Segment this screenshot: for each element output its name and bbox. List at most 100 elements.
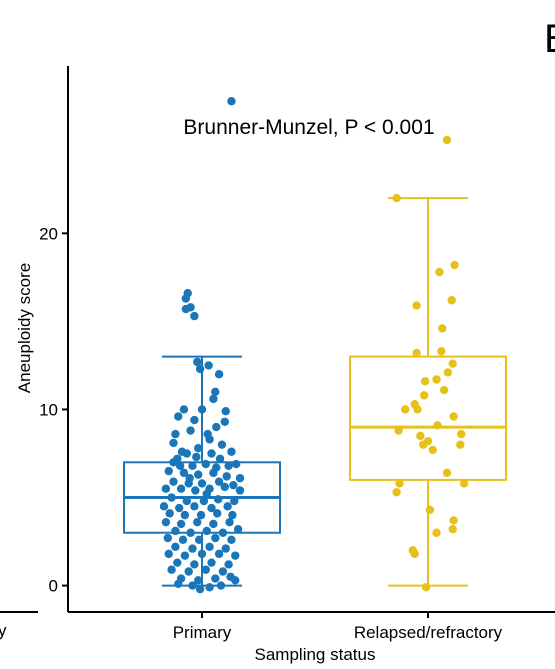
data-point (235, 473, 245, 483)
data-point (197, 405, 207, 414)
data-point (164, 466, 173, 476)
data-point (224, 560, 233, 569)
panel-letter: B (544, 17, 555, 61)
x-axis-title: Sampling status (255, 645, 376, 664)
data-point (221, 407, 230, 416)
data-point (211, 387, 220, 397)
data-point (197, 549, 207, 559)
data-point (401, 405, 410, 414)
data-point (179, 405, 189, 414)
data-point (433, 421, 442, 430)
data-point (194, 576, 203, 585)
data-point (182, 496, 191, 506)
data-point (190, 502, 199, 511)
y-ticks: 0 10 20 (39, 224, 68, 596)
data-point (196, 510, 206, 520)
box-relapsed (349, 197, 507, 587)
data-point (197, 479, 207, 488)
data-point (202, 489, 211, 499)
boxes (123, 197, 507, 587)
data-point (204, 361, 213, 370)
data-point (190, 560, 199, 569)
data-point (194, 444, 203, 453)
data-point (181, 304, 191, 314)
data-point (438, 324, 447, 333)
data-point (161, 484, 171, 493)
data-point (227, 447, 236, 456)
data-point (416, 431, 425, 441)
x-tick-label: Relapsed/refractory (354, 623, 503, 642)
data-point (235, 486, 245, 495)
data-point (180, 551, 190, 560)
data-point (447, 296, 456, 305)
data-point (193, 357, 202, 367)
data-point (419, 440, 428, 449)
data-point (435, 267, 444, 277)
data-point (227, 97, 236, 106)
data-point (229, 480, 238, 490)
box-iqr (349, 355, 507, 481)
data-point (450, 260, 459, 270)
data-point (215, 454, 225, 463)
y-tick-label: 20 (39, 224, 58, 243)
data-point (442, 135, 452, 145)
data-point (207, 558, 216, 567)
y-axis-title: Aneuploidy score (15, 263, 34, 393)
data-point (220, 482, 229, 492)
data-point (194, 470, 203, 479)
data-point (202, 526, 211, 536)
data-point (175, 503, 184, 513)
left-panel-stray-label: y (0, 621, 7, 640)
data-point (209, 519, 218, 529)
data-point (421, 583, 431, 592)
data-point (448, 525, 457, 534)
data-point (190, 415, 199, 425)
data-point (448, 359, 457, 368)
data-point (222, 472, 231, 481)
data-point (167, 493, 176, 502)
axes (0, 66, 555, 613)
data-point (191, 486, 200, 495)
data-point (231, 576, 240, 585)
data-point (220, 417, 229, 426)
data-point (180, 510, 190, 520)
data-point (442, 468, 452, 478)
data-point (205, 583, 214, 592)
data-point (165, 509, 174, 518)
data-point (169, 477, 178, 486)
data-point (392, 193, 401, 203)
data-point (171, 526, 180, 536)
data-point (178, 535, 188, 544)
data-point (209, 468, 218, 478)
data-point (432, 375, 441, 384)
data-point (184, 567, 193, 576)
data-point (181, 294, 191, 303)
data-point (192, 452, 201, 462)
data-point (179, 468, 189, 478)
data-point (214, 370, 224, 379)
data-point (213, 495, 223, 504)
data-point (193, 517, 202, 527)
x-ticks: Primary Relapsed/refractory (173, 612, 503, 642)
data-point (182, 449, 191, 458)
data-point (163, 533, 172, 543)
data-point (209, 394, 218, 404)
data-point (211, 574, 220, 583)
data-point (186, 426, 195, 435)
data-point (425, 505, 435, 515)
data-point (186, 528, 195, 537)
data-point (185, 473, 194, 483)
data-point (231, 551, 240, 560)
data-point (173, 558, 182, 567)
data-point (218, 528, 228, 537)
data-point (214, 549, 224, 559)
data-point (164, 549, 173, 559)
data-point (188, 581, 197, 590)
data-points (159, 97, 469, 594)
data-point (201, 565, 210, 574)
data-point (225, 517, 234, 527)
data-point (207, 449, 216, 458)
data-point (449, 516, 458, 525)
data-point (173, 454, 182, 463)
data-point (169, 438, 178, 448)
